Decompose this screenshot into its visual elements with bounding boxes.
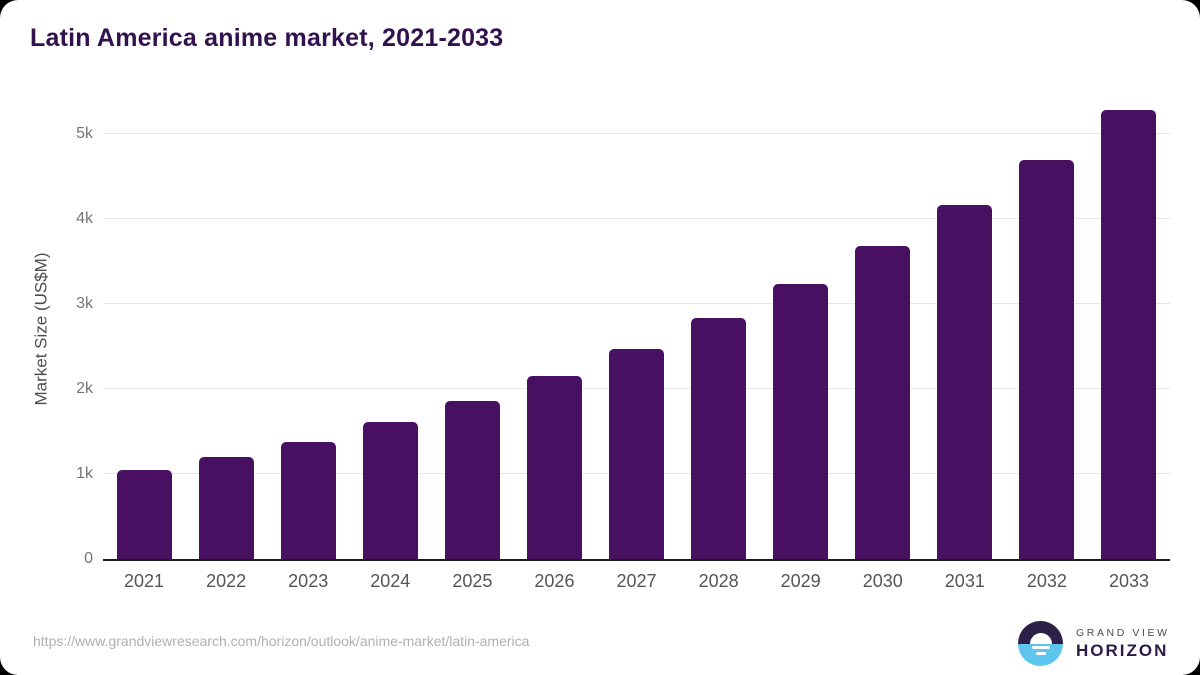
x-tick-label: 2026 <box>534 571 575 591</box>
bar <box>609 349 664 559</box>
grid-line <box>103 218 1170 219</box>
bar-slot <box>842 99 924 559</box>
horizon-sun-icon <box>1018 621 1063 666</box>
x-axis-ticks: 2021 2022 2023 2024 2025 2026 2027 2028 2029 2030… <box>103 571 1170 592</box>
grid-line <box>103 133 1170 134</box>
bar-slot <box>513 99 595 559</box>
bar-slot <box>103 99 185 559</box>
x-tick-label: 2030 <box>862 571 903 591</box>
bar-slot <box>1006 99 1088 559</box>
bar-slot <box>924 99 1006 559</box>
x-tick-label: 2025 <box>452 571 493 591</box>
x-tick-label: 2022 <box>206 571 247 591</box>
brand-wordmark: GRAND VIEW HORIZON <box>1076 627 1170 661</box>
bar <box>855 246 911 559</box>
y-tick-label: 5k <box>76 125 93 142</box>
source-url: https://www.grandviewresearch.com/horizo… <box>33 633 530 649</box>
bar <box>1101 110 1157 559</box>
bar-slot <box>678 99 760 559</box>
bar-slot <box>595 99 677 559</box>
bar <box>444 400 500 559</box>
bar-slot <box>760 99 842 559</box>
x-tick-label: 2033 <box>1108 571 1149 591</box>
bar-slot <box>185 99 267 559</box>
y-tick-label: 3k <box>76 295 93 312</box>
x-tick-label: 2023 <box>288 571 329 591</box>
y-tick-label: 2k <box>76 380 93 397</box>
x-tick-label: 2028 <box>698 571 739 591</box>
bar-slot <box>349 99 431 559</box>
bar <box>198 457 254 559</box>
y-axis-ticks: 0 1k 2k 3k 4k 5k <box>0 99 93 567</box>
bar <box>116 469 172 559</box>
y-tick-label: 4k <box>76 210 93 227</box>
x-tick-label: 2024 <box>370 571 411 591</box>
bar <box>280 441 336 559</box>
bar-series <box>103 99 1170 559</box>
x-tick-label: 2021 <box>124 571 165 591</box>
x-tick-label: 2031 <box>944 571 985 591</box>
brand-name-bottom: HORIZON <box>1076 640 1169 660</box>
sun-icon <box>1029 632 1052 644</box>
y-tick-label: 1k <box>76 465 93 482</box>
x-tick-label: 2029 <box>780 571 821 591</box>
x-tick-label: 2027 <box>616 571 657 591</box>
grid-line <box>103 303 1170 304</box>
bar-slot <box>431 99 513 559</box>
bar <box>1019 159 1075 559</box>
logo-sky-half <box>1018 621 1063 644</box>
x-tick-label: 2032 <box>1026 571 1067 591</box>
plot-area <box>103 99 1170 561</box>
chart-title: Latin America anime market, 2021-2033 <box>30 24 504 52</box>
bar <box>362 422 418 559</box>
brand-name-top: GRAND VIEW <box>1076 626 1170 639</box>
bar <box>526 376 582 559</box>
bar-slot <box>1088 99 1170 559</box>
bar <box>773 284 829 559</box>
bar <box>691 318 747 559</box>
sun-reflection-line <box>1031 646 1050 649</box>
brand-logo: GRAND VIEW HORIZON <box>1018 621 1170 666</box>
bar <box>937 204 993 559</box>
bar-slot <box>267 99 349 559</box>
y-tick-label: 0 <box>84 550 93 567</box>
sun-reflection-line <box>1035 652 1046 655</box>
